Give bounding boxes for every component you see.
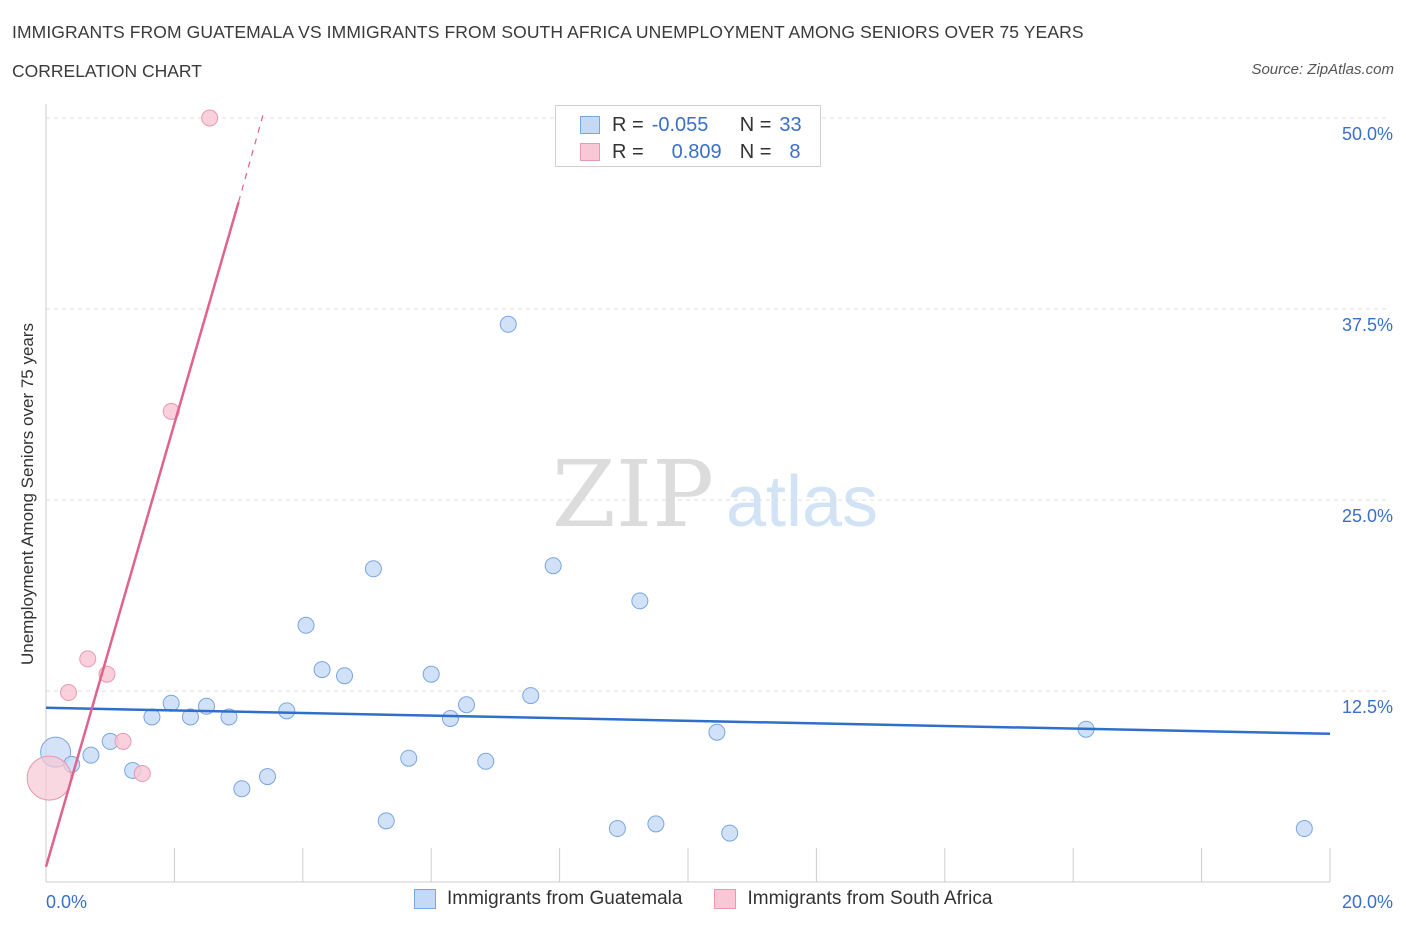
y-tick-label: 50.0% [1342, 124, 1393, 144]
southafrica-point [79, 650, 97, 668]
legend-n-label: N = [739, 140, 772, 163]
guatemala-point [441, 710, 459, 728]
guatemala-point [364, 560, 382, 578]
x-tick-label: 0.0% [46, 892, 87, 912]
y-tick-label: 25.0% [1342, 506, 1393, 526]
guatemala-point [1295, 820, 1313, 838]
legend-r-label: R = [612, 140, 644, 163]
source-credit: Source: ZipAtlas.com [1251, 61, 1394, 78]
legend-row-southafrica: R = 0.809 N = 8 [580, 139, 801, 165]
watermark-zip: ZIP [552, 441, 714, 548]
guatemala-point [522, 687, 540, 705]
chart-subtitle: CORRELATION CHART [12, 61, 202, 81]
guatemala-points [40, 315, 1313, 842]
southafrica-trend-line [44, 201, 240, 868]
guatemala-point [499, 315, 517, 333]
southafrica-point [201, 109, 219, 127]
guatemala-point [608, 820, 626, 838]
legend-n-value: 8 [789, 140, 801, 163]
guatemala-point [336, 667, 354, 685]
guatemala-point [400, 749, 418, 767]
guatemala-swatch [580, 116, 600, 134]
guatemala-point [313, 661, 331, 679]
guatemala-point [631, 592, 649, 610]
legend-n-value: 33 [779, 113, 802, 136]
watermark: ZIP atlas [552, 441, 878, 548]
gridlines [46, 117, 1390, 692]
guatemala-point [647, 815, 665, 833]
legend-row-guatemala: R = -0.055 N = 33 [580, 112, 802, 138]
guatemala-point [220, 708, 238, 726]
southafrica-point [59, 684, 77, 702]
legend-label-southafrica: Immigrants from South Africa [747, 888, 993, 909]
southafrica-swatch [714, 889, 737, 909]
guatemala-point [297, 616, 315, 634]
guatemala-point [721, 824, 739, 842]
guatemala-swatch [414, 889, 436, 909]
legend-n-label: N = [739, 113, 772, 136]
x-tick-label: 20.0% [1342, 892, 1393, 912]
stats-legend: R = -0.055 N = 33 R = 0.809 N = 8 [555, 105, 821, 167]
watermark-atlas: atlas [726, 462, 878, 542]
guatemala-point [233, 780, 251, 798]
guatemala-point [258, 768, 276, 786]
guatemala-trend-line [45, 706, 1331, 736]
legend-label-guatemala: Immigrants from Guatemala [447, 888, 683, 909]
legend-r-label: R = [612, 113, 644, 136]
southafrica-trend-extension [238, 110, 265, 203]
legend-item-guatemala: Immigrants from Guatemala [414, 888, 682, 910]
legend-r-value: -0.055 [651, 113, 709, 136]
guatemala-point [477, 752, 495, 770]
guatemala-point [377, 812, 395, 830]
guatemala-point [82, 746, 100, 764]
guatemala-point [544, 557, 562, 575]
southafrica-points [26, 109, 219, 801]
trend-lines [44, 110, 1331, 868]
tick-labels: 12.5% 25.0% 37.5% 50.0% 0.0% 20.0% [46, 124, 1393, 912]
legend-item-southafrica: Immigrants from South Africa [714, 888, 992, 910]
guatemala-point [422, 665, 440, 683]
southafrica-point [133, 765, 151, 783]
southafrica-point [114, 732, 132, 750]
guatemala-point [458, 696, 476, 714]
y-tick-label: 37.5% [1342, 315, 1393, 335]
guatemala-point [708, 723, 726, 741]
southafrica-point [26, 755, 72, 801]
series-legend: Immigrants from Guatemala Immigrants fro… [414, 888, 1024, 910]
southafrica-swatch [580, 143, 600, 161]
chart-title: IMMIGRANTS FROM GUATEMALA VS IMMIGRANTS … [12, 22, 1084, 42]
guatemala-point [143, 708, 161, 726]
guatemala-point [162, 694, 180, 712]
legend-r-value: 0.809 [671, 140, 722, 163]
guatemala-point [181, 708, 199, 726]
y-tick-label: 12.5% [1342, 697, 1393, 717]
guatemala-point [278, 702, 296, 720]
